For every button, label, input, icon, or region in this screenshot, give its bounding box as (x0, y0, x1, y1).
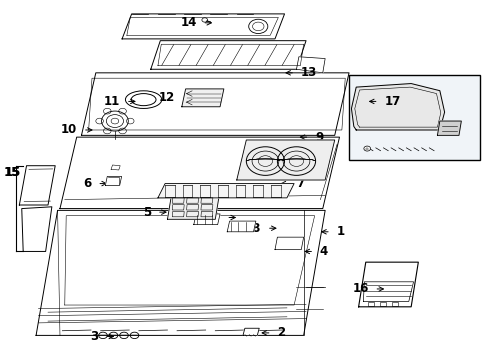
Text: 4: 4 (319, 245, 327, 258)
Polygon shape (122, 14, 284, 39)
Polygon shape (167, 196, 219, 219)
Text: 2: 2 (277, 327, 285, 339)
Text: 9: 9 (314, 131, 323, 144)
Text: 8: 8 (322, 150, 330, 163)
Text: 18: 18 (244, 222, 261, 235)
Polygon shape (182, 89, 224, 107)
Text: 10: 10 (61, 123, 77, 136)
Polygon shape (243, 328, 259, 336)
Text: 19: 19 (203, 211, 220, 224)
Text: 11: 11 (104, 95, 120, 108)
Polygon shape (150, 41, 305, 69)
Text: 17: 17 (384, 95, 400, 108)
Polygon shape (236, 140, 334, 180)
Text: 15: 15 (3, 166, 20, 179)
Circle shape (363, 146, 370, 151)
Polygon shape (227, 221, 255, 232)
Polygon shape (21, 207, 52, 251)
Text: 16: 16 (351, 283, 368, 296)
Text: 3: 3 (90, 330, 99, 343)
Text: 7: 7 (295, 177, 304, 190)
Polygon shape (105, 176, 122, 185)
Polygon shape (193, 214, 220, 225)
Polygon shape (36, 210, 325, 336)
Polygon shape (351, 84, 444, 130)
Text: 1: 1 (336, 225, 344, 238)
Polygon shape (60, 137, 339, 208)
Text: 5: 5 (142, 206, 151, 219)
Text: 14: 14 (180, 16, 196, 29)
Polygon shape (358, 262, 417, 307)
Polygon shape (20, 166, 55, 205)
Text: 15: 15 (5, 166, 21, 179)
Polygon shape (81, 73, 348, 135)
Text: 6: 6 (83, 177, 91, 190)
Polygon shape (274, 237, 303, 249)
Polygon shape (296, 57, 325, 73)
Bar (348, 75, 480, 160)
Text: 13: 13 (300, 66, 316, 79)
Polygon shape (158, 184, 293, 198)
Text: 12: 12 (159, 91, 175, 104)
Polygon shape (437, 121, 460, 135)
